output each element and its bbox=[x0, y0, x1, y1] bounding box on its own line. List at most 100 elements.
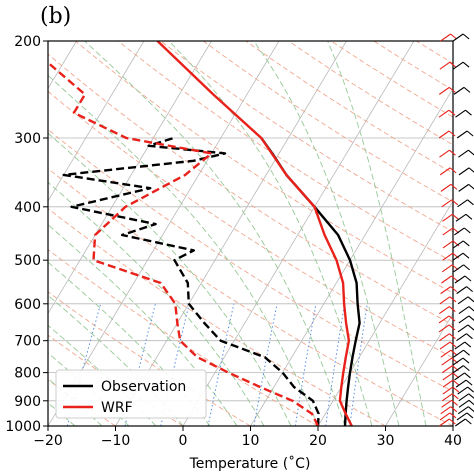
wind-barb-flag bbox=[467, 199, 474, 206]
x-tick-label: 0 bbox=[179, 433, 188, 449]
wind-barb-flag bbox=[452, 386, 460, 393]
wind-barb-flag bbox=[462, 61, 470, 68]
legend-label: WRF bbox=[101, 400, 133, 416]
wind-barb-flag bbox=[464, 372, 471, 379]
dry-adiabat bbox=[48, 90, 453, 359]
wind-barb-staff bbox=[438, 315, 450, 324]
y-tick-label: 700 bbox=[14, 334, 41, 350]
data-lines bbox=[48, 41, 361, 426]
wind-barb-staff bbox=[458, 149, 469, 158]
background-lines bbox=[0, 41, 453, 426]
wind-barb-staff bbox=[441, 199, 453, 208]
x-tick-label: 30 bbox=[377, 433, 395, 449]
y-tick-label: 300 bbox=[14, 131, 41, 147]
wind-barb-staff bbox=[452, 252, 464, 261]
wind-barb-staff bbox=[456, 412, 468, 421]
wind-barb-flag bbox=[465, 379, 473, 386]
moist-adiabat bbox=[48, 74, 319, 426]
wind-barb-staff bbox=[441, 357, 453, 366]
y-tick-label: 200 bbox=[14, 34, 41, 50]
panel-label: (b) bbox=[40, 4, 72, 29]
wind-barb-flag bbox=[462, 240, 470, 247]
wind-barb-flag bbox=[462, 357, 470, 364]
wind-barb-staff bbox=[455, 213, 467, 222]
wind-barb-staff bbox=[438, 109, 450, 118]
wind-barb-staff bbox=[441, 399, 452, 408]
wind-barb-staff bbox=[439, 149, 450, 158]
wind-barb-staff bbox=[458, 315, 470, 324]
wind-barb-flag bbox=[449, 61, 457, 68]
wind-barb-flag bbox=[448, 315, 456, 322]
wind-barb-flag bbox=[463, 86, 471, 93]
moist-adiabat bbox=[48, 132, 292, 426]
wind-barb-flag bbox=[466, 130, 474, 137]
wind-barb-flag bbox=[448, 130, 456, 137]
wind-barb-flag bbox=[467, 296, 474, 303]
axis-ticks: −20 −10 0 10 20 30 40 200 300 400 500 600 700 800 900 1… bbox=[5, 34, 462, 449]
wind-barb-flag bbox=[449, 333, 456, 340]
wind-barb-staff bbox=[439, 418, 450, 427]
dry-adiabat bbox=[288, 41, 453, 146]
wind-barb-staff bbox=[455, 109, 466, 118]
wind-barb-staff bbox=[438, 324, 450, 333]
wind-barb-flag bbox=[468, 399, 474, 406]
wind-barb-staff bbox=[457, 324, 469, 333]
dry-adiabat bbox=[117, 41, 453, 263]
wind-barb-flag bbox=[448, 306, 456, 312]
wind-barb-staff bbox=[453, 365, 464, 374]
wind-barb-staff bbox=[452, 33, 464, 42]
isotherm bbox=[0, 41, 9, 426]
moist-adiabat bbox=[84, 41, 346, 426]
wind-barb-staff bbox=[439, 306, 450, 315]
wind-barb-flag bbox=[450, 406, 458, 413]
legend: Observation WRF bbox=[55, 369, 207, 419]
wind-barb-staff bbox=[439, 296, 451, 305]
wind-barb-flag bbox=[448, 109, 456, 116]
moist-adiabat bbox=[48, 181, 265, 426]
wind-barb-staff bbox=[442, 227, 454, 236]
wind-barb-staff bbox=[458, 167, 470, 176]
wind-barb-flag bbox=[464, 275, 472, 282]
moist-adiabat bbox=[48, 261, 211, 426]
mixing-ratio-line bbox=[325, 303, 346, 426]
y-tick-label: 1000 bbox=[5, 419, 41, 435]
legend-label: Observation bbox=[101, 379, 186, 395]
wind-barb-staff bbox=[458, 399, 470, 408]
wind-barb-flag bbox=[466, 412, 474, 419]
wind-barb-staff bbox=[457, 296, 469, 305]
wind-barb-staff bbox=[440, 349, 452, 358]
isotherm bbox=[182, 41, 415, 426]
wind-barb-staff bbox=[438, 86, 450, 95]
wind-barb-staff bbox=[453, 264, 464, 273]
dry-adiabat bbox=[202, 41, 453, 203]
wind-barb-flag bbox=[449, 418, 456, 425]
wind-barb-flag bbox=[452, 213, 459, 220]
y-tick-label: 400 bbox=[14, 200, 41, 216]
wind-barb-staff bbox=[442, 240, 454, 249]
dry-adiabat bbox=[48, 167, 453, 426]
wind-barb-staff bbox=[442, 386, 454, 395]
wind-barb-staff bbox=[458, 306, 470, 315]
wind-barb-flag bbox=[467, 324, 474, 331]
wind-barb-staff bbox=[442, 372, 454, 381]
wrf-dewpoint-line bbox=[48, 59, 320, 426]
legend-box bbox=[55, 369, 207, 419]
wind-barb-staff bbox=[442, 213, 453, 222]
wind-barb-staff bbox=[438, 130, 450, 139]
isotherm bbox=[385, 312, 453, 426]
wind-barb-flag bbox=[468, 306, 474, 312]
dry-adiabat bbox=[245, 41, 453, 174]
wind-barb-flag bbox=[450, 183, 458, 190]
isotherm bbox=[48, 41, 145, 202]
wind-barb-staff bbox=[442, 252, 454, 261]
wind-barb-flag bbox=[451, 393, 459, 400]
wrf-temperature-line bbox=[156, 41, 353, 426]
wind-barb-staff bbox=[439, 341, 451, 350]
wind-barb-flag bbox=[463, 264, 471, 271]
wind-barb-flag bbox=[450, 349, 458, 356]
y-tick-label: 900 bbox=[14, 394, 41, 410]
wind-barb-staff bbox=[439, 333, 450, 342]
wind-barb-flag bbox=[463, 349, 470, 356]
wind-barb-staff bbox=[453, 349, 464, 358]
